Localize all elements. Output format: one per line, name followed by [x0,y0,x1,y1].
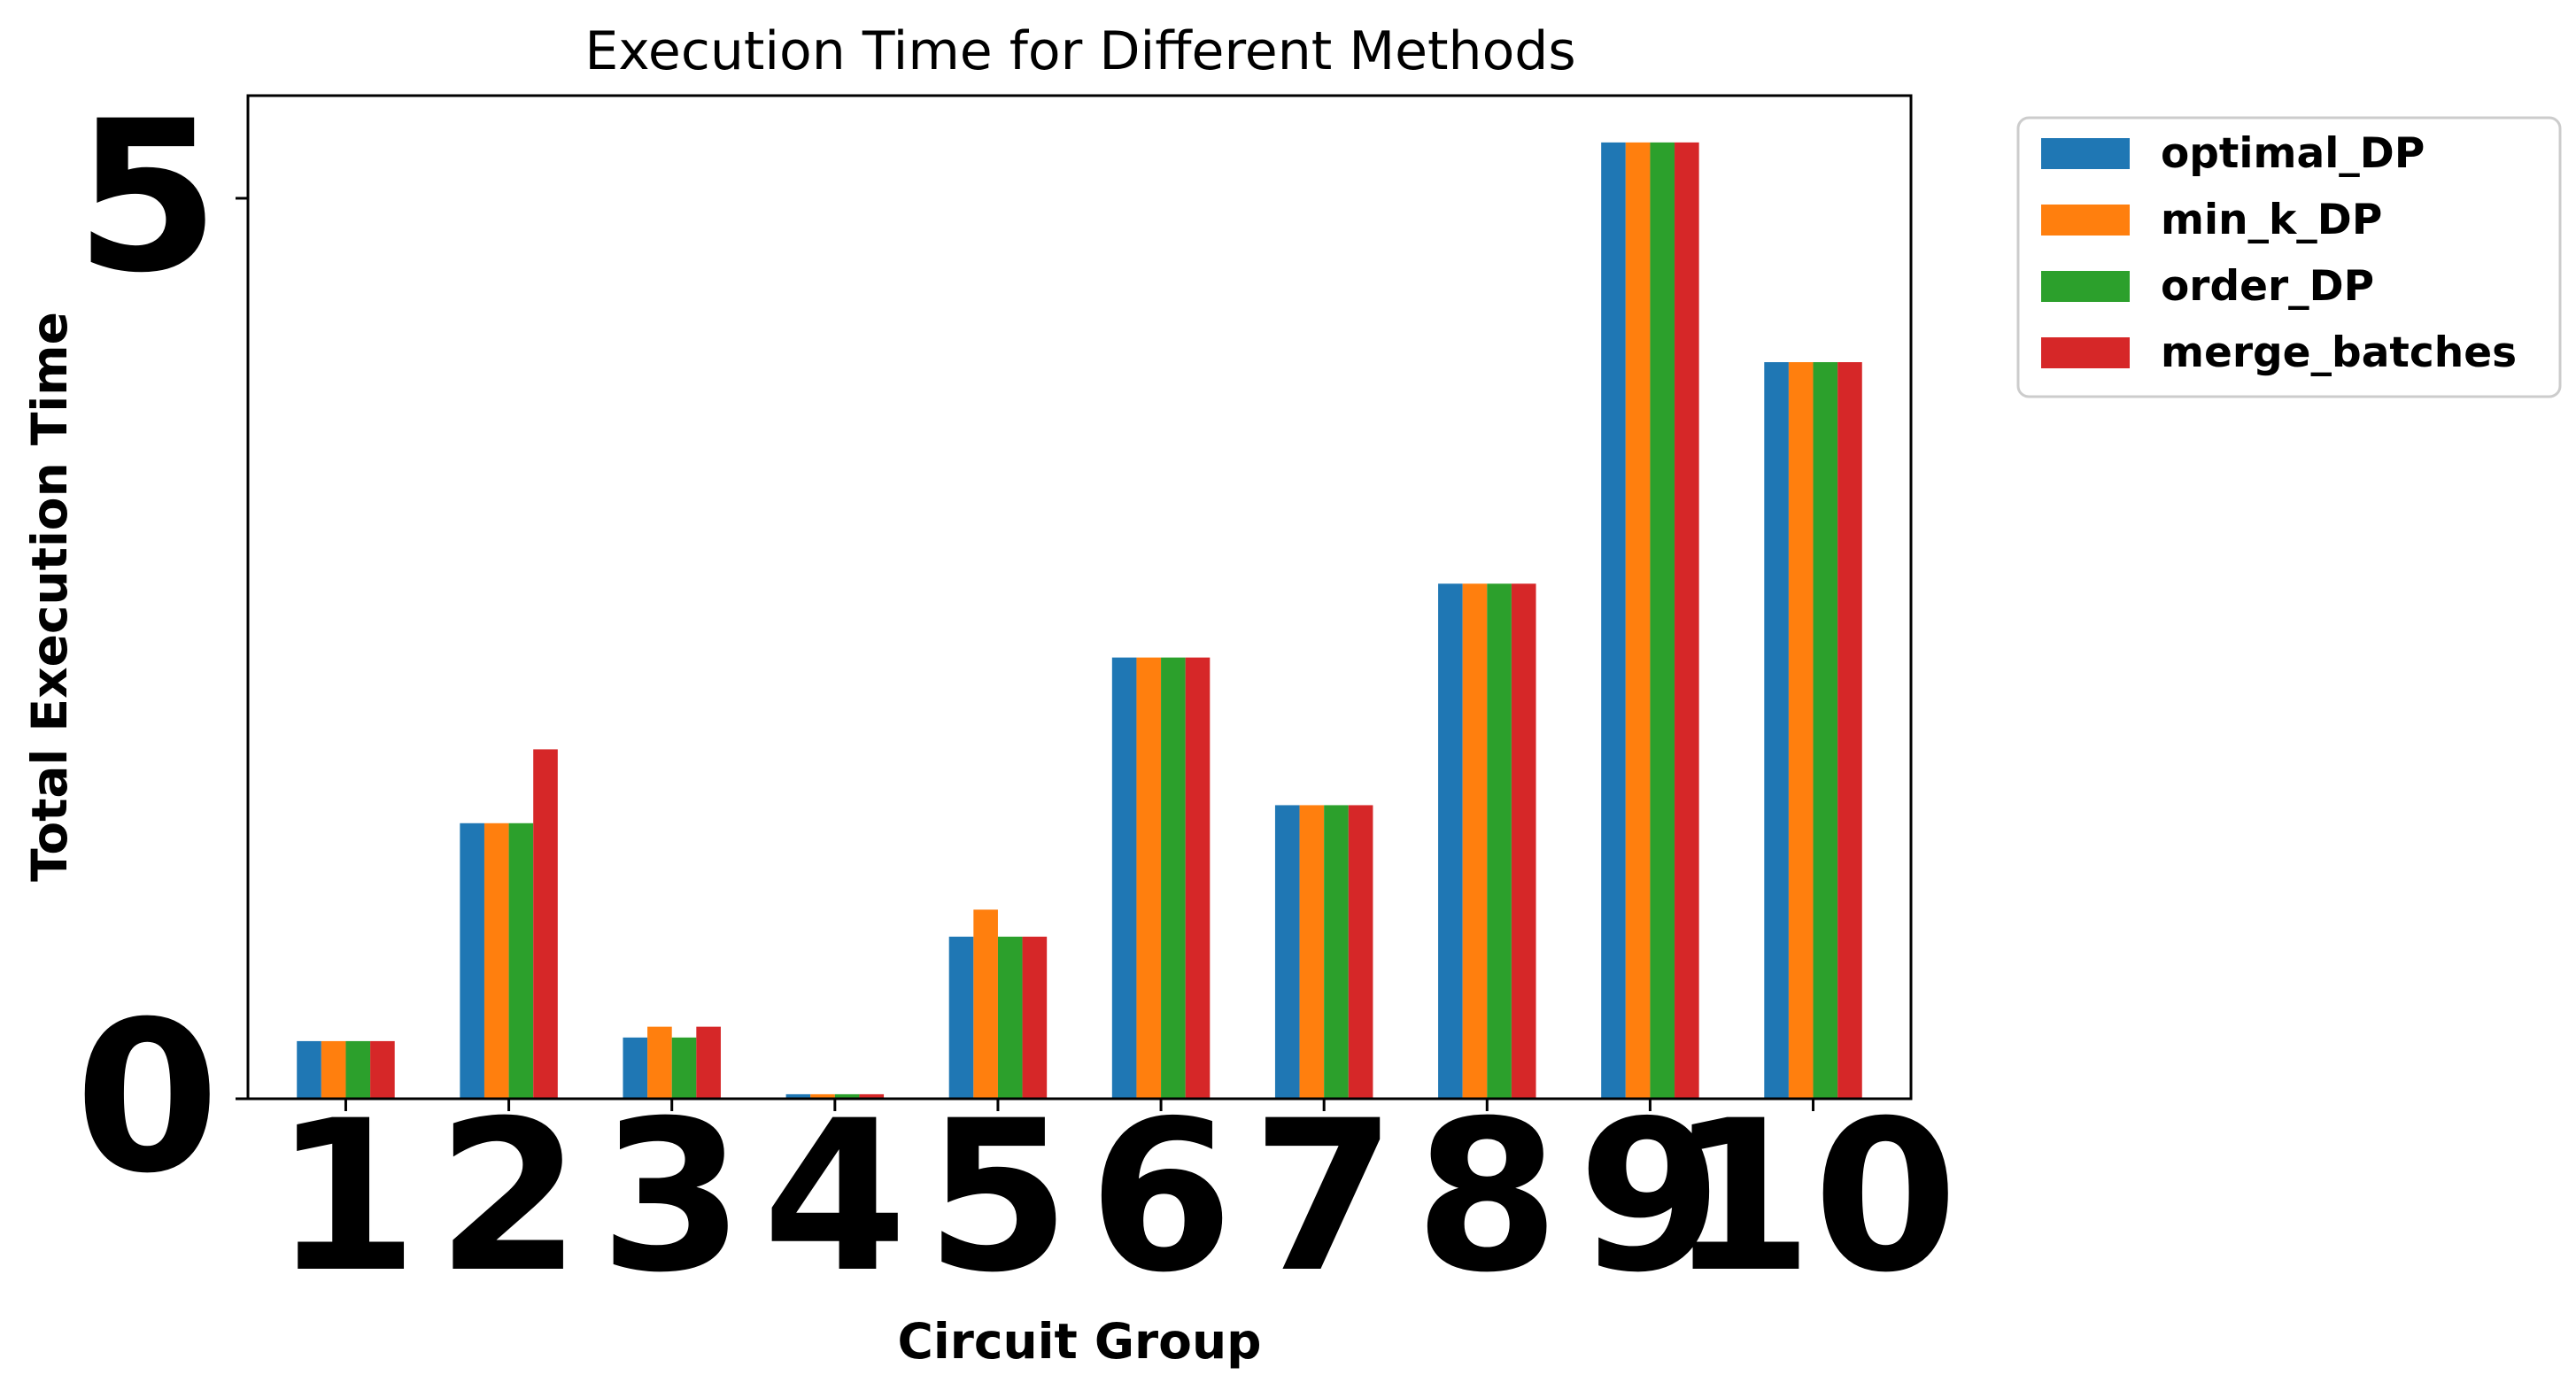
bar-min_k_DP-group-3 [647,1026,672,1099]
bar-min_k_DP-group-7 [1299,805,1325,1099]
plot-frame [246,94,1913,1101]
bar-order_DP-group-4 [834,1093,860,1099]
bar-order_DP-group-8 [1487,583,1512,1099]
bar-merge_batches-group-6 [1185,657,1211,1099]
x-axis: 1 2 3 4 5 6 7 8 910 [274,1077,1958,1318]
bar-order_DP-group-1 [345,1040,371,1099]
bar-optimal_DP-group-7 [1274,805,1300,1099]
bar-optimal_DP-group-4 [785,1093,811,1099]
x-tick-label: 7 [1251,1077,1396,1318]
legend: optimal_DP min_k_DP order_DP merge_batches [2016,116,2562,398]
bar-min_k_DP-group-8 [1462,583,1488,1099]
bar-order_DP-group-3 [671,1037,697,1099]
bar-order_DP-group-7 [1324,805,1349,1099]
bar-merge_batches-group-10 [1837,362,1862,1099]
x-axis-label: Circuit Group [898,1313,1262,1370]
x-tick-label: 3 [600,1077,745,1318]
x-tick-label: 9 [1578,1077,1723,1318]
bar-order_DP-group-2 [508,823,534,1099]
bar-optimal_DP-group-6 [1111,657,1137,1099]
legend-label-optimal_DP: optimal_DP [2161,129,2425,178]
bar-order_DP-group-5 [997,936,1023,1099]
bar-optimal_DP-group-5 [948,936,974,1099]
x-tick-label: 6 [1088,1077,1234,1318]
x-tick-label: 4 [762,1077,908,1318]
chart-title: Execution Time for Different Methods [584,20,1575,82]
x-tick-label: 1 [274,1077,419,1318]
bar-merge_batches-group-3 [696,1026,721,1099]
bar-min_k_DP-group-2 [483,823,509,1099]
bar-min_k_DP-group-10 [1788,362,1814,1099]
bar-merge_batches-group-7 [1348,805,1373,1099]
bar-optimal_DP-group-1 [297,1040,321,1099]
legend-label-order_DP: order_DP [2161,262,2374,311]
bar-optimal_DP-group-3 [623,1037,648,1099]
bar-merge_batches-group-9 [1675,142,1699,1100]
bars-layer [297,142,1862,1100]
bar-merge_batches-group-8 [1511,583,1536,1099]
x-tick-label: 5 [925,1077,1071,1318]
bar-merge_batches-group-5 [1022,936,1048,1099]
bar-merge_batches-group-1 [370,1040,395,1099]
bar-min_k_DP-group-4 [810,1093,835,1099]
bar-min_k_DP-group-9 [1625,142,1651,1100]
bar-min_k_DP-group-1 [321,1040,346,1099]
bar-order_DP-group-9 [1650,142,1675,1100]
bar-min_k_DP-group-6 [1136,657,1162,1099]
bar-optimal_DP-group-10 [1764,362,1789,1099]
bar-optimal_DP-group-2 [460,823,484,1099]
legend-swatch-optimal_DP [2041,138,2130,169]
bar-min_k_DP-group-5 [973,909,998,1099]
legend-items: optimal_DP min_k_DP order_DP merge_batches [2041,129,2517,377]
y-tick-label: 0 [74,977,220,1219]
legend-swatch-min_k_DP [2041,205,2130,236]
x-tick-label: 8 [1415,1077,1560,1318]
y-tick-label: 5 [74,77,220,319]
legend-swatch-merge_batches [2041,337,2130,368]
legend-label-merge_batches: merge_batches [2161,328,2517,377]
bar-merge_batches-group-2 [533,749,558,1099]
legend-swatch-order_DP [2041,271,2130,302]
bar-optimal_DP-group-8 [1438,583,1463,1099]
y-axis-label: Total Execution Time [21,312,78,882]
bar-merge_batches-group-4 [859,1093,885,1099]
y-axis: 05 [74,77,248,1219]
x-tick-label: 2 [437,1077,582,1318]
legend-frame [2016,116,2562,398]
legend-label-min_k_DP: min_k_DP [2161,196,2382,244]
bar-order_DP-group-10 [1813,362,1838,1099]
bar-order_DP-group-6 [1161,657,1186,1099]
x-tick-label: 10 [1668,1077,1958,1318]
bar-optimal_DP-group-9 [1601,142,1626,1100]
